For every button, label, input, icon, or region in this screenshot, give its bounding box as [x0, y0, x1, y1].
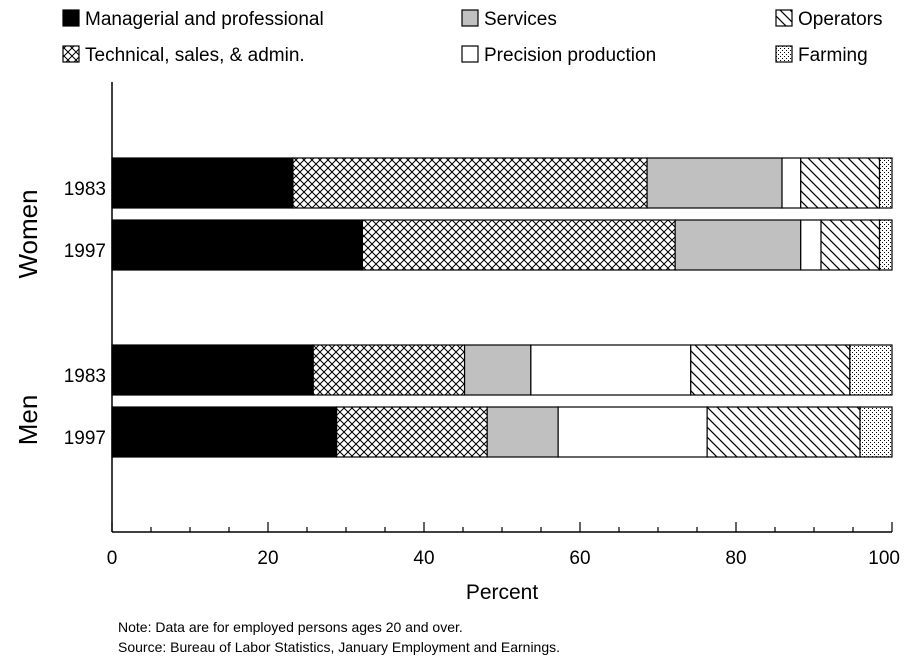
bar-segment-farming-men-1983 — [849, 344, 893, 396]
x-tick-label-60: 60 — [569, 548, 590, 569]
bar-segment-technical-sales-admin-women-1997 — [361, 219, 676, 271]
legend-swatch-managerial-and-professional — [62, 9, 80, 27]
plot-area: 1983 1997 1983 1997 Women Men — [13, 157, 893, 458]
bar-row-women-1997 — [111, 219, 893, 271]
x-tick-label-40: 40 — [413, 548, 434, 569]
group-label-men: Men — [13, 395, 43, 446]
bar-segment-managerial-and-professional-women-1997 — [111, 219, 363, 271]
bar-segment-managerial-and-professional-women-1983 — [111, 157, 294, 209]
bar-row-women-1983 — [111, 157, 893, 209]
legend-item-managerial-and-professional: Managerial and professional — [62, 9, 324, 30]
bar-segment-operators-men-1983 — [690, 344, 851, 396]
category-label-men-1983: 1983 — [64, 366, 106, 387]
legend-item-farming: Farming — [775, 45, 868, 66]
bar-segment-operators-men-1997 — [706, 406, 861, 458]
legend-swatch-services — [461, 9, 479, 27]
bar-row-men-1997 — [111, 406, 893, 458]
legend: Managerial and professional Technical, sa… — [62, 9, 882, 66]
bar-segment-operators-women-1997 — [820, 219, 881, 271]
bar-segment-technical-sales-admin-men-1983 — [312, 344, 466, 396]
bar-segment-managerial-and-professional-men-1997 — [111, 406, 338, 458]
group-label-women: Women — [13, 189, 43, 278]
legend-swatch-operators — [775, 9, 793, 27]
legend-item-services: Services — [461, 9, 557, 30]
category-label-women-1983: 1983 — [64, 179, 106, 200]
x-tick-label-20: 20 — [257, 548, 278, 569]
axes: 0 20 40 60 80 100 Percent — [107, 82, 900, 604]
bar-segment-farming-women-1997 — [878, 219, 893, 271]
bar-row-men-1983 — [111, 344, 893, 396]
legend-swatch-farming — [775, 45, 793, 63]
legend-item-operators: Operators — [775, 9, 882, 30]
bar-segment-managerial-and-professional-men-1983 — [111, 344, 314, 396]
bar-segment-precision-production-women-1997 — [800, 219, 822, 271]
bar-segment-services-men-1983 — [463, 344, 532, 396]
legend-swatch-technical-sales-admin — [62, 45, 80, 63]
legend-label-services: Services — [484, 9, 557, 30]
legend-label-precision-production: Precision production — [484, 45, 656, 66]
bar-segment-services-women-1997 — [674, 219, 802, 271]
legend-item-technical-sales-admin: Technical, sales, & admin. — [62, 45, 305, 66]
x-tick-label-80: 80 — [725, 548, 746, 569]
legend-item-precision-production: Precision production — [461, 45, 656, 66]
bar-segment-precision-production-men-1997 — [557, 406, 708, 458]
legend-label-operators: Operators — [798, 9, 882, 30]
bar-segment-farming-men-1997 — [859, 406, 893, 458]
bar-segment-operators-women-1983 — [800, 157, 881, 209]
bar-segment-services-men-1997 — [486, 406, 559, 458]
source-text: Source: Bureau of Labor Statistics, Janu… — [118, 639, 560, 655]
bar-segment-precision-production-men-1983 — [530, 344, 692, 396]
note-text: Note: Data are for employed persons ages… — [118, 619, 463, 635]
category-label-women-1997: 1997 — [64, 241, 106, 262]
notes: Note: Data are for employed persons ages… — [118, 619, 560, 655]
bar-segment-services-women-1983 — [646, 157, 783, 209]
bar-segment-farming-women-1983 — [878, 157, 893, 209]
x-tick-label-0: 0 — [107, 548, 118, 569]
legend-label-farming: Farming — [798, 45, 868, 66]
category-label-men-1997: 1997 — [64, 428, 106, 449]
bar-segment-technical-sales-admin-men-1997 — [336, 406, 488, 458]
bar-segment-precision-production-women-1983 — [781, 157, 802, 209]
x-axis-title: Percent — [466, 581, 539, 604]
bar-segment-technical-sales-admin-women-1983 — [292, 157, 648, 209]
x-tick-label-100: 100 — [868, 548, 900, 569]
legend-label-managerial-and-professional: Managerial and professional — [85, 9, 324, 30]
legend-swatch-precision-production — [461, 45, 479, 63]
legend-label-technical-sales-admin: Technical, sales, & admin. — [85, 45, 305, 66]
